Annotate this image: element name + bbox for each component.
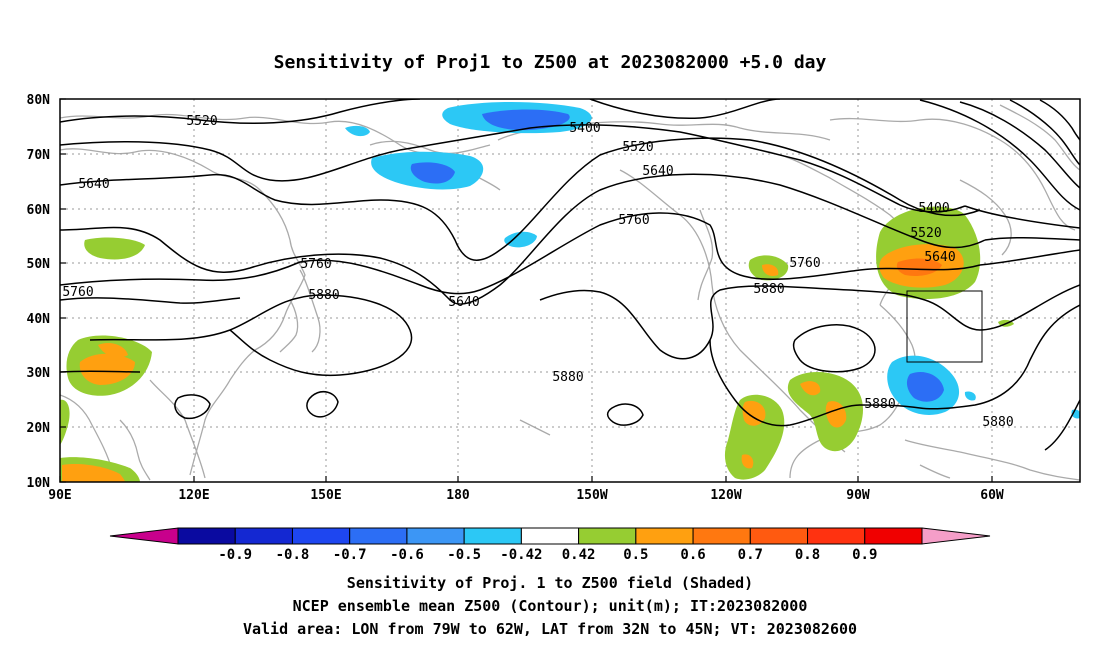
colorbar-label: 0.5 — [623, 547, 648, 563]
caption-contour: NCEP ensemble mean Z500 (Contour); unit(… — [293, 597, 808, 615]
contour-label: 5400 — [918, 201, 949, 216]
contour-label: 5400 — [569, 121, 600, 136]
colorbar-end-left — [109, 527, 179, 545]
colorbar-segment — [635, 527, 694, 545]
lon-tick-label: 150E — [310, 488, 341, 503]
colorbar-segment — [520, 527, 580, 545]
colorbar: -0.9 -0.8 -0.7 -0.6 -0.5 -0.42 0.42 0.5 0.6 0.7 0.… — [109, 527, 991, 563]
contour-label: 5520 — [622, 140, 653, 155]
colorbar-label: -0.8 — [276, 547, 310, 563]
colorbar-segment — [463, 527, 522, 545]
contour-label: 5880 — [864, 397, 895, 412]
contour-label: 5760 — [618, 213, 649, 228]
contour-label: 5880 — [982, 415, 1013, 430]
contour-label: 5880 — [753, 282, 784, 297]
positive-sensitivity-shading — [60, 206, 1014, 482]
lon-tick-label: 90E — [48, 488, 71, 503]
colorbar-label: -0.6 — [390, 547, 424, 563]
contour-label: 5640 — [924, 250, 955, 265]
colorbar-label: 0.6 — [680, 547, 705, 563]
colorbar-label: -0.5 — [447, 547, 481, 563]
lat-tick-label: 10N — [27, 476, 51, 491]
colorbar-segment — [349, 527, 408, 545]
contour-label: 5880 — [308, 288, 339, 303]
colorbar-segment — [692, 527, 751, 545]
colorbar-segment — [749, 527, 809, 545]
lat-tick-label: 30N — [27, 366, 51, 381]
contour-label: 5760 — [62, 285, 93, 300]
colorbar-segment — [234, 527, 293, 545]
z500-contours — [60, 99, 1080, 451]
colorbar-segment — [578, 527, 637, 545]
colorbar-label: 0.8 — [795, 547, 820, 563]
contour-label: 5880 — [552, 370, 583, 385]
lat-tick-label: 60N — [27, 203, 51, 218]
longitude-axis: 90E 120E 150E 180 150W 120W 90W 60W — [48, 488, 1004, 503]
lon-tick-label: 90W — [846, 488, 870, 503]
lon-tick-label: 180 — [446, 488, 470, 503]
contour-label: 5760 — [789, 256, 820, 271]
contour-label: 5760 — [300, 257, 331, 272]
lat-tick-label: 40N — [27, 312, 51, 327]
colorbar-segment — [807, 527, 866, 545]
lon-tick-label: 120W — [710, 488, 741, 503]
colorbar-end-right — [921, 527, 991, 545]
contour-label: 5640 — [448, 295, 479, 310]
colorbar-segment — [864, 527, 923, 545]
tick-marks — [59, 98, 993, 483]
caption-valid-area: Valid area: LON from 79W to 62W, LAT fro… — [243, 620, 857, 638]
lat-tick-label: 80N — [27, 93, 51, 108]
lat-tick-label: 70N — [27, 148, 51, 163]
lat-tick-label: 20N — [27, 421, 51, 436]
colorbar-label: 0.42 — [562, 547, 596, 563]
lon-tick-label: 150W — [576, 488, 607, 503]
caption-shaded: Sensitivity of Proj. 1 to Z500 field (Sh… — [347, 574, 753, 592]
colorbar-label: -0.7 — [333, 547, 367, 563]
latitude-axis: 80N 70N 60N 50N 40N 30N 20N 10N — [27, 93, 51, 491]
colorbar-segment — [291, 527, 351, 545]
colorbar-segment — [177, 527, 236, 545]
figure-title: Sensitivity of Proj1 to Z500 at 20230820… — [274, 52, 827, 73]
colorbar-label: 0.9 — [852, 547, 877, 563]
valid-area-box — [906, 290, 983, 363]
colorbar-label: -0.9 — [218, 547, 252, 563]
contour-labels: 5520 5640 5760 5400 5520 5640 5760 5880 … — [62, 114, 1013, 430]
colorbar-label: -0.42 — [500, 547, 542, 563]
plot-frame — [59, 98, 1081, 483]
contour-label: 5520 — [186, 114, 217, 129]
contour-label: 5640 — [78, 177, 109, 192]
colorbar-label: 0.7 — [738, 547, 763, 563]
lon-tick-label: 120E — [178, 488, 209, 503]
lat-tick-label: 50N — [27, 257, 51, 272]
lat-lon-grid — [60, 99, 1080, 482]
lon-tick-label: 60W — [980, 488, 1004, 503]
colorbar-segment — [406, 527, 465, 545]
contour-label: 5520 — [910, 226, 941, 241]
plot-area: 5520 5640 5760 5400 5520 5640 5760 5880 … — [60, 99, 1080, 482]
contour-label: 5640 — [642, 164, 673, 179]
